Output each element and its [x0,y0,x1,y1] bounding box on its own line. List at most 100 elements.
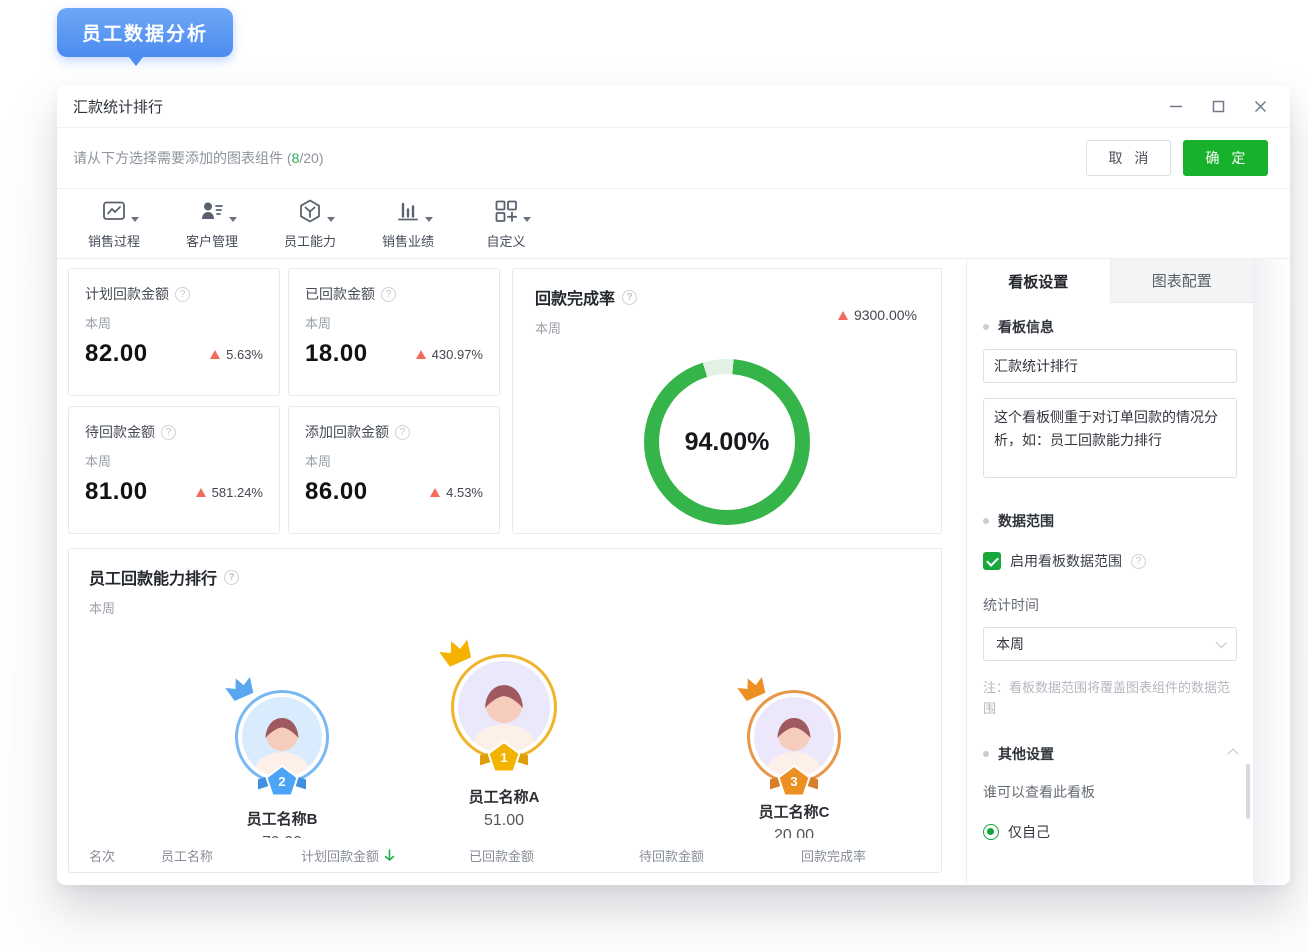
window-controls [1168,98,1268,114]
toolbar-item-customer-mgmt[interactable]: 客户管理 [171,198,253,250]
confirm-button[interactable]: 确 定 [1183,140,1268,176]
donut-center-label: 94.00% [684,427,770,456]
donut-delta-value: 9300.00% [853,307,917,323]
bullet-dot-icon [983,750,989,757]
checkbox-label: 启用看板数据范围 [1010,553,1122,569]
podium-entry-rank3: 3 员工名称C 20.00 [714,677,874,845]
stat-delta: 5.63% [226,346,263,362]
toolbar-item-label: 员工能力 [283,233,336,249]
column-header-name[interactable]: 员工名称 [161,848,214,864]
help-icon[interactable] [395,424,410,440]
delta-up-icon [415,349,426,359]
board-desc-textarea[interactable]: 这个看板侧重于对订单回款的情况分析，如：员工回款能力排行 [983,398,1237,478]
delta-up-icon [430,487,441,497]
stat-value: 81.00 [85,478,148,505]
toolbar-item-sales-process[interactable]: 销售过程 [73,198,155,250]
stat-title: 已回款金额 [305,286,375,302]
completion-donut-chart: 94.00% [644,359,810,525]
stat-card-added-amount[interactable]: 添加回款金额 本周 86.00 4.53% [288,406,500,534]
toolbar-item-sales-performance[interactable]: 销售业绩 [367,198,449,250]
column-header-completion[interactable]: 回款完成率 [801,848,867,864]
board-name-input[interactable] [983,349,1237,383]
page-title-badge: 员工数据分析 [57,8,234,57]
minimize-icon[interactable] [1168,98,1184,114]
toolbar-item-label: 自定义 [486,233,526,249]
employee-name: 员工名称A [468,789,540,806]
toolbar-item-custom[interactable]: 自定义 [465,198,547,250]
stat-delta: 430.97% [431,346,483,362]
crown-icon [737,677,766,702]
delta-up-icon [837,310,848,320]
panel-scrollbar-thumb[interactable] [1246,764,1250,819]
toolbar-item-employee-ability[interactable]: 员工能力 [269,198,351,250]
window-title: 汇款统计排行 [73,98,164,116]
stat-delta: 4.53% [446,484,483,500]
bullet-dot-icon [983,518,989,524]
sort-desc-icon [384,848,395,861]
tab-board-settings[interactable]: 看板设置 [967,259,1110,303]
section-title: 看板信息 [998,319,1054,335]
cancel-button[interactable]: 取 消 [1086,140,1171,176]
right-gutter-shadow [1253,259,1290,884]
checkbox-checked-icon[interactable] [983,552,1001,570]
toolbar-item-label: 客户管理 [185,233,238,249]
bar-chart-icon [398,202,418,220]
stat-value: 18.00 [305,340,368,367]
help-icon[interactable] [175,286,190,302]
radio-label: 仅自己 [1008,823,1050,840]
completion-rate-card[interactable]: 回款完成率 本周 9300.00% 94.00% [512,268,942,534]
podium-entry-rank1: 1 员工名称A 51.00 [424,639,584,830]
rank-badge-2: 2 [258,765,306,797]
stat-card-received-amount[interactable]: 已回款金额 本周 18.00 430.97% [288,268,500,396]
podium-entry-rank2: 2 员工名称B 79.00 [202,677,362,852]
stat-card-pending-amount[interactable]: 待回款金额 本周 81.00 581.24% [68,406,280,534]
maximize-icon[interactable] [1210,98,1226,114]
settings-panel: 看板设置 图表配置 看板信息 这个看板侧重于对订单回款的情况分析，如：员工回款能… [966,259,1253,884]
employee-ranking-card[interactable]: 员工回款能力排行 本周 [68,548,942,873]
section-other-settings: 其他设置 [983,744,1239,764]
badge-label: 员工数据分析 [82,24,209,45]
title-bar: 汇款统计排行 [57,85,1290,128]
stat-period: 本周 [305,316,332,331]
widget-category-toolbar: 销售过程 客户管理 [57,189,1290,259]
column-header-pending[interactable]: 待回款金额 [639,848,705,864]
custom-widget-icon [495,200,518,222]
donut-card-title: 回款完成率 [535,291,616,308]
dialog-window: 汇款统计排行 请从下方选择需要添加的图表组件 (8/20) 取 消 确 定 [57,85,1290,885]
column-header-received[interactable]: 已回款金额 [469,848,535,864]
stat-card-planned-amount[interactable]: 计划回款金额 本周 82.00 5.63% [68,268,280,396]
help-icon[interactable] [1131,553,1146,569]
stat-value: 86.00 [305,478,368,505]
toolbar-item-label: 销售过程 [87,233,140,249]
column-header-planned-sorted[interactable]: 计划回款金额 [301,846,469,865]
dashboard-preview: 计划回款金额 本周 82.00 5.63% 已回款金额 本周 18.00 [57,259,966,884]
ranking-card-title: 员工回款能力排行 [89,571,218,588]
chevron-down-icon [131,216,139,226]
stat-time-select[interactable]: 本周 [983,627,1237,661]
help-icon[interactable] [161,424,176,440]
help-icon[interactable] [381,286,396,302]
rank-badge-1: 1 [480,741,528,773]
chevron-down-icon [523,216,531,226]
dialog-actions: 取 消 确 定 [1086,140,1268,176]
column-header-rank[interactable]: 名次 [89,848,116,864]
help-icon[interactable] [224,569,240,585]
header-row: 请从下方选择需要添加的图表组件 (8/20) 取 消 确 定 [57,128,1290,189]
tab-chart-config[interactable]: 图表配置 [1109,259,1253,303]
stat-delta: 581.24% [211,484,263,500]
rank-number: 3 [790,774,797,789]
stat-time-value: 本周 [996,636,1024,652]
picker-hint: 请从下方选择需要添加的图表组件 (8/20) [73,148,323,168]
line-chart-icon [103,201,125,220]
panel-tabs: 看板设置 图表配置 [967,259,1253,303]
close-icon[interactable] [1252,98,1268,114]
crown-icon [439,639,472,667]
stat-period: 本周 [85,316,112,331]
hint-prefix: 请从下方选择需要添加的图表组件 ( [73,150,292,166]
radio-selected-icon[interactable] [983,823,999,840]
delta-up-icon [210,349,221,359]
chevron-up-icon[interactable] [1227,748,1239,760]
section-title: 数据范围 [998,513,1054,529]
help-icon[interactable] [622,289,638,305]
